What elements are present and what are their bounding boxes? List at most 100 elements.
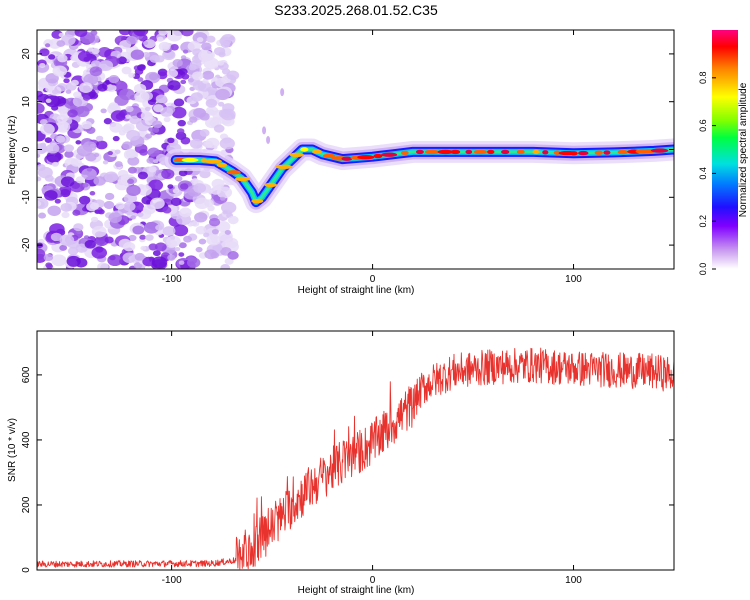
heatmap-noise-blob <box>133 30 149 37</box>
ridge-hotspot <box>437 149 454 155</box>
ridge-hotspot <box>542 150 549 155</box>
heatmap-noise-blob <box>86 202 99 212</box>
bottom-y-axis: 0 200 400 600 <box>21 366 674 573</box>
heatmap-noise-blob <box>149 55 160 63</box>
heatmap-noise-blob <box>145 133 153 139</box>
y-tick-label: 20 <box>21 48 32 60</box>
heatmap-noise-blob <box>153 104 164 113</box>
heatmap-noise-blob <box>141 196 153 205</box>
x-tick-label: 100 <box>565 274 582 285</box>
heatmap-noise-blob <box>170 197 182 206</box>
heatmap-noise-blob <box>224 257 234 265</box>
heatmap-noise-blob <box>93 176 106 186</box>
colorbar-gradient <box>712 30 738 269</box>
heatmap-noise-blob <box>152 127 160 133</box>
ridge-hotspot <box>603 150 611 155</box>
heatmap-noise-blob <box>65 89 72 94</box>
heatmap-noise-blob <box>166 69 179 78</box>
heatmap-noise-blob <box>192 71 204 81</box>
heatmap-noise-blob <box>151 120 163 129</box>
ridge-hotspot <box>216 162 228 168</box>
y-tick-label: 10 <box>21 96 32 108</box>
heatmap-noise-blob <box>43 253 54 262</box>
x-tick-label: -100 <box>162 575 182 586</box>
bottom-y-axis-label: SNR (10 * v/v) <box>7 418 18 482</box>
heatmap-noise-blob <box>86 167 93 172</box>
heatmap-noise-blob <box>147 98 156 106</box>
heatmap-noise-blob <box>95 140 108 150</box>
heatmap-noise-blob <box>64 150 74 158</box>
colorbar-label: Normalized spectral amplitude <box>738 82 749 217</box>
heatmap-noise-blob <box>108 212 122 224</box>
heatmap-noise-blob <box>158 30 168 36</box>
y-tick-label: 600 <box>21 366 32 383</box>
heatmap-noise-blob <box>148 127 154 132</box>
heatmap-noise-blob <box>140 111 153 121</box>
heatmap-noise-blob <box>160 107 174 118</box>
heatmap-noise-blob <box>142 51 150 58</box>
colorbar-tick-label: 0.6 <box>698 119 708 132</box>
heatmap-noise-blob <box>188 64 197 71</box>
y-tick-label: 200 <box>21 496 32 513</box>
heatmap-noise-blob <box>134 90 150 103</box>
heatmap-ridge-layer <box>164 88 674 214</box>
heatmap-noise-blob <box>167 137 175 144</box>
ridge-hotspot <box>569 151 578 156</box>
ridge-hotspot <box>373 153 383 159</box>
heatmap-noise-blob <box>103 118 112 125</box>
heatmap-noise-blob <box>90 30 98 36</box>
heatmap-noise-blob <box>75 243 88 253</box>
heatmap-noise-blob <box>47 205 62 217</box>
heatmap-noise-blob <box>93 153 100 158</box>
ridge-hotspot <box>357 155 375 160</box>
heatmap-noise-blob <box>213 124 225 133</box>
heatmap-noise-blob <box>45 262 53 268</box>
heatmap-noise-blob <box>108 102 119 110</box>
heatmap-noise-blob <box>110 110 126 122</box>
ridge-hotspot <box>450 149 461 155</box>
ridge-hotspot <box>381 152 398 157</box>
heatmap-noise-blob <box>37 198 49 210</box>
heatmap-noise-blob <box>46 143 60 154</box>
heatmap-noise-blob <box>195 226 207 235</box>
heatmap-noise-blob <box>120 174 130 181</box>
heatmap-noise-blob <box>44 190 58 201</box>
heatmap-noise-blob <box>153 159 159 164</box>
heatmap-noise-blob <box>176 128 185 135</box>
heatmap-noise-blob <box>137 212 144 218</box>
heatmap-noise-blob <box>122 252 137 264</box>
colorbar: 0.0 0.2 0.4 0.6 0.8 Normalized spectral ampl… <box>698 30 749 275</box>
heatmap-noise-blob <box>137 77 144 82</box>
bottom-x-axis-label: Height of straight line (km) <box>298 585 415 596</box>
ridge-hotspot <box>553 150 561 155</box>
heatmap-noise-blob <box>191 178 199 184</box>
heatmap-noise-blob <box>73 91 82 98</box>
heatmap-noise-blob <box>125 114 132 119</box>
heatmap-noise-blob <box>39 63 46 68</box>
ridge-hotspot <box>650 148 669 153</box>
heatmap-noise-blob <box>50 133 58 140</box>
heatmap-noise-blob <box>139 148 149 156</box>
heatmap-noise-blob <box>39 48 50 57</box>
heatmap-noise-blob <box>202 78 209 84</box>
top-x-axis: -100 0 100 <box>162 30 582 285</box>
heatmap-noise-blob <box>142 41 149 46</box>
heatmap-noise-blob <box>142 256 155 267</box>
heatmap-noise-blob <box>181 73 190 80</box>
heatmap-noise-blob <box>178 260 185 265</box>
snr-panel: -100 0 100 0 200 400 600 Height of straight l… <box>7 330 675 596</box>
heatmap-stray-blob <box>262 126 267 135</box>
heatmap-noise-blob <box>127 178 134 185</box>
heatmap-noise-blob <box>104 171 119 183</box>
heatmap-noise-blob <box>114 161 123 168</box>
ridge-hotspot <box>473 149 488 155</box>
heatmap-noise-blob <box>128 72 136 78</box>
heatmap-noise-blob <box>126 184 141 197</box>
heatmap-noise-blob <box>139 234 146 240</box>
bottom-x-axis: -100 0 100 <box>162 331 582 586</box>
colorbar-tick-label: 0.8 <box>698 72 708 85</box>
colorbar-tick-label: 0.0 <box>698 263 708 276</box>
heatmap-noise-blob <box>84 239 96 249</box>
heatmap-noise-blob <box>211 178 225 189</box>
